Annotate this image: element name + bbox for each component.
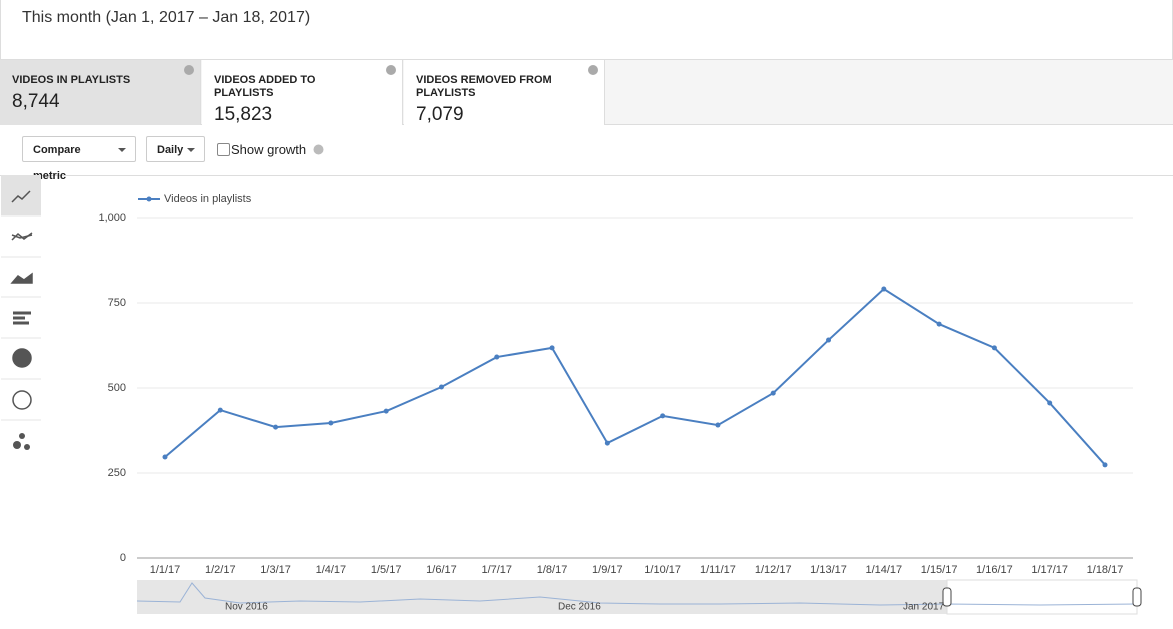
metric-value: 8,744 xyxy=(12,91,60,112)
timeline-label: Dec 2016 xyxy=(558,602,601,613)
x-tick-label: 1/8/17 xyxy=(537,564,568,576)
metric-tab[interactable]: VIDEOS ADDED TO PLAYLISTS 15,823 xyxy=(202,60,403,125)
point xyxy=(826,337,832,343)
point xyxy=(1102,462,1108,468)
x-tick-label: 1/5/17 xyxy=(371,564,402,576)
x-tick-label: 1/17/17 xyxy=(1031,564,1068,576)
point xyxy=(604,440,610,446)
legend-label: Videos in playlists xyxy=(164,193,252,205)
growth-checkbox[interactable] xyxy=(217,143,230,156)
help-icon[interactable] xyxy=(313,144,324,155)
x-tick-label: 1/14/17 xyxy=(865,564,902,576)
point xyxy=(549,345,555,351)
x-tick-label: 1/10/17 xyxy=(644,564,681,576)
help-icon[interactable] xyxy=(588,65,598,75)
timeline-handle[interactable] xyxy=(942,587,952,607)
x-tick-label: 1/3/17 xyxy=(260,564,291,576)
metric-label: VIDEOS REMOVED FROM PLAYLISTS xyxy=(416,74,552,99)
point xyxy=(715,422,721,428)
timeline-handle[interactable] xyxy=(1132,587,1142,607)
x-tick-label: 1/6/17 xyxy=(426,564,457,576)
period-title: This month (Jan 1, 2017 – Jan 18, 2017) xyxy=(22,9,311,26)
legend-marker xyxy=(146,196,152,202)
point xyxy=(991,345,997,351)
point xyxy=(1047,400,1053,406)
point xyxy=(438,384,444,390)
line xyxy=(164,287,1106,466)
x-tick-label: 1/11/17 xyxy=(700,564,736,576)
point xyxy=(881,286,887,292)
metric-value: 7,079 xyxy=(416,104,464,125)
y-tick-label: 0 xyxy=(120,552,126,564)
chart-type-icons[interactable] xyxy=(10,190,33,450)
metric-tabs: VIDEOS IN PLAYLISTS 8,744 VIDEOS ADDED TO … xyxy=(0,59,1173,125)
y-tick-label: 750 xyxy=(108,297,126,309)
icon-bg xyxy=(1,175,41,215)
point xyxy=(660,413,666,419)
timeline-selection xyxy=(946,579,1138,615)
y-tick-label: 1,000 xyxy=(98,212,126,224)
x-tick-label: 1/2/17 xyxy=(205,564,236,576)
point xyxy=(217,407,223,413)
x-tick-label: 1/18/17 xyxy=(1087,564,1124,576)
point xyxy=(936,321,942,327)
point xyxy=(328,420,334,426)
x-tick-label: 1/15/17 xyxy=(921,564,958,576)
point xyxy=(383,408,389,414)
x-tick-label: 1/13/17 xyxy=(810,564,847,576)
controls: Compare metric Daily xyxy=(0,125,1173,182)
metric-label: VIDEOS IN PLAYLISTS xyxy=(12,74,131,86)
period-dropdown[interactable]: Daily xyxy=(146,136,205,162)
timeline-sparkline xyxy=(136,582,1138,606)
growth-label[interactable]: Show growth xyxy=(231,142,307,157)
metric-label: VIDEOS ADDED TO PLAYLISTS xyxy=(214,74,316,99)
help-icon[interactable] xyxy=(184,65,194,75)
timeline-label: Nov 2016 xyxy=(225,602,268,613)
point xyxy=(494,354,500,360)
point xyxy=(273,424,279,430)
metric-tab[interactable]: VIDEOS REMOVED FROM PLAYLISTS 7,079 xyxy=(404,60,605,125)
point xyxy=(770,390,776,396)
metric-value: 15,823 xyxy=(214,104,273,125)
x-tick-label: 1/9/17 xyxy=(592,564,623,576)
metric-tab[interactable]: VIDEOS IN PLAYLISTS 8,744 xyxy=(0,60,201,125)
x-tick-label: 1/7/17 xyxy=(481,564,512,576)
x-tick-label: 1/1/17 xyxy=(150,564,181,576)
timeline-label: Jan 2017 xyxy=(903,602,945,613)
header: This month (Jan 1, 2017 – Jan 18, 2017) xyxy=(0,0,1173,59)
compare-metric-button[interactable]: Compare metric xyxy=(22,136,136,182)
y-tick-label: 500 xyxy=(108,382,126,394)
point xyxy=(162,454,168,460)
icon-separators xyxy=(1,215,41,421)
x-tick-label: 1/16/17 xyxy=(976,564,1013,576)
help-icon[interactable] xyxy=(386,65,396,75)
x-tick-label: 1/12/17 xyxy=(755,564,792,576)
chart: 0 250 500 750 1,000 1/1/17 1/2/17 1/3/17 1/4/17 1… xyxy=(1,175,1142,615)
y-tick-label: 250 xyxy=(108,467,126,479)
x-tick-label: 1/4/17 xyxy=(316,564,347,576)
